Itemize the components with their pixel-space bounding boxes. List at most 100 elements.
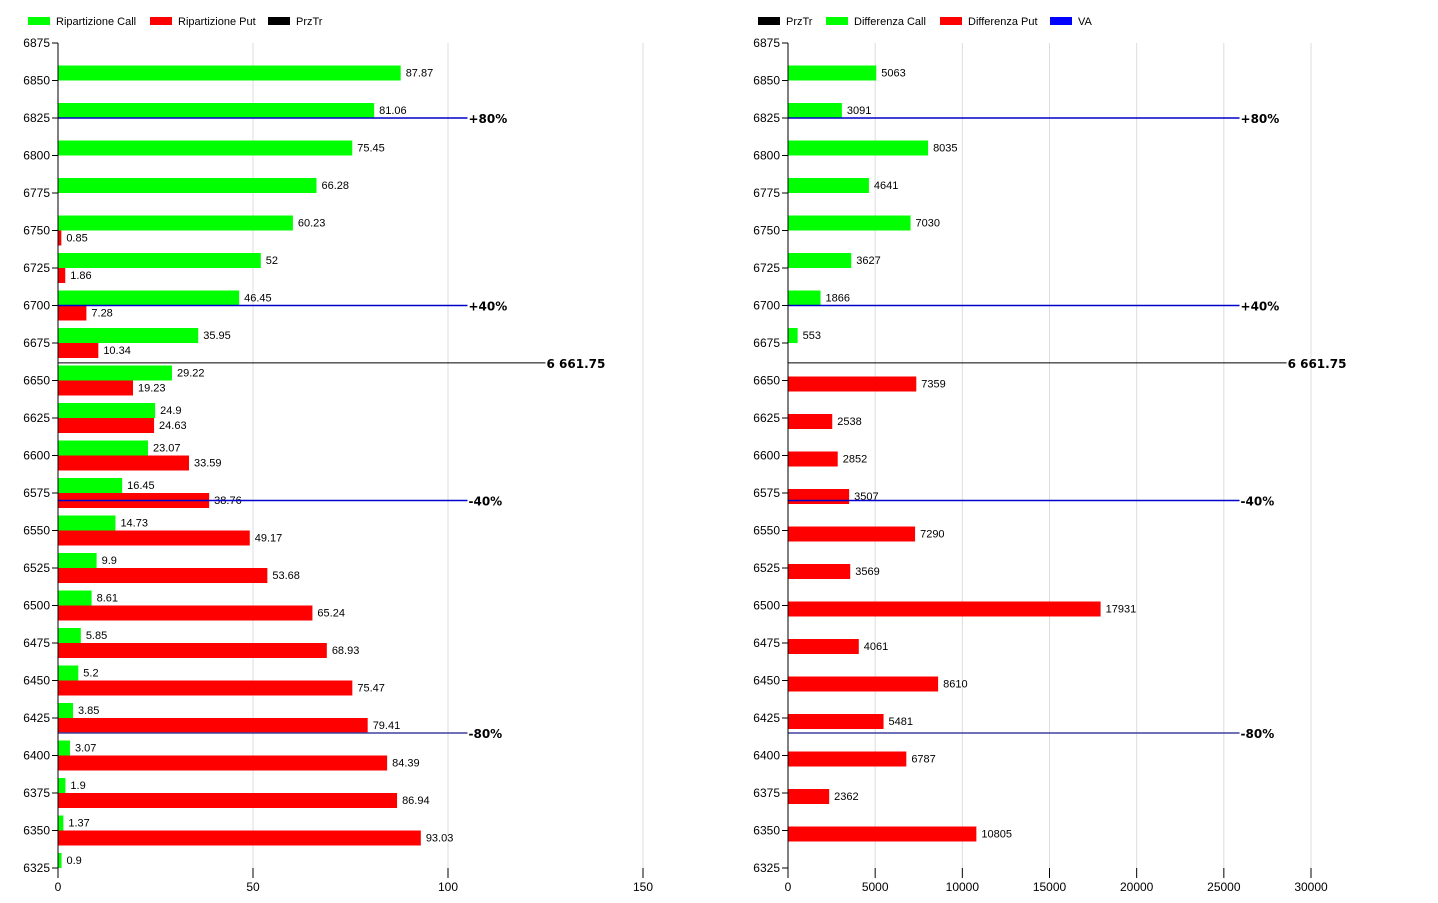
data-label: 3.85 bbox=[78, 705, 99, 717]
y-tick-label: 6825 bbox=[753, 111, 780, 125]
y-tick-label: 6325 bbox=[753, 861, 780, 875]
data-label: 3627 bbox=[856, 255, 880, 267]
data-label: 68.93 bbox=[332, 645, 360, 657]
data-label: 49.17 bbox=[255, 533, 283, 545]
y-tick-label: 6750 bbox=[23, 224, 50, 238]
data-label: 3569 bbox=[855, 566, 879, 578]
data-label: 52 bbox=[266, 255, 278, 267]
bar-ripartizione-put bbox=[58, 268, 66, 283]
y-tick-label: 6875 bbox=[753, 36, 780, 50]
y-tick-label: 6600 bbox=[753, 449, 780, 463]
data-label: 14.73 bbox=[120, 518, 148, 530]
data-label: 5063 bbox=[881, 68, 905, 80]
va-label: -80% bbox=[1241, 727, 1275, 741]
data-label: 2852 bbox=[843, 454, 867, 466]
bar-ripartizione-call bbox=[58, 403, 156, 418]
bar-ripartizione-put bbox=[58, 568, 268, 583]
y-tick-label: 6750 bbox=[753, 224, 780, 238]
bar-ripartizione-call bbox=[58, 703, 74, 718]
data-label: 1.86 bbox=[70, 270, 91, 282]
bar-ripartizione-put bbox=[58, 793, 398, 808]
y-tick-label: 6350 bbox=[753, 824, 780, 838]
bar-ripartizione-call bbox=[58, 478, 123, 493]
data-label: 7.28 bbox=[91, 308, 112, 320]
data-label: 8610 bbox=[943, 679, 967, 691]
przTr-label: 6 661.75 bbox=[547, 357, 606, 371]
bar-ripartizione-put bbox=[58, 830, 421, 846]
legend-label: Ripartizione Call bbox=[56, 16, 136, 28]
legend-swatch-2 bbox=[940, 17, 962, 25]
bar-ripartizione-put bbox=[58, 343, 99, 358]
x-tick-label: 0 bbox=[785, 880, 792, 894]
data-label: 7290 bbox=[920, 529, 944, 541]
data-label: 5481 bbox=[889, 716, 913, 728]
y-tick-label: 6450 bbox=[753, 674, 780, 688]
data-label: 19.23 bbox=[138, 383, 166, 395]
bar-differenza-call bbox=[788, 178, 869, 193]
y-tick-label: 6550 bbox=[753, 524, 780, 538]
y-tick-label: 6350 bbox=[23, 824, 50, 838]
y-tick-label: 6675 bbox=[753, 336, 780, 350]
bar-differenza-put bbox=[788, 639, 859, 654]
data-label: 93.03 bbox=[426, 833, 454, 845]
y-tick-label: 6825 bbox=[23, 111, 50, 125]
bar-ripartizione-put bbox=[58, 418, 155, 433]
bar-differenza-put bbox=[788, 751, 907, 767]
y-tick-label: 6650 bbox=[753, 374, 780, 388]
bar-ripartizione-call bbox=[58, 853, 62, 868]
x-tick-label: 25000 bbox=[1207, 880, 1241, 894]
bar-ripartizione-call bbox=[58, 778, 66, 793]
bar-ripartizione-call bbox=[58, 253, 261, 268]
data-label: 29.22 bbox=[177, 368, 205, 380]
data-label: 8035 bbox=[933, 143, 957, 155]
y-tick-label: 6475 bbox=[753, 636, 780, 650]
bar-differenza-put bbox=[788, 676, 939, 692]
x-tick-label: 15000 bbox=[1033, 880, 1067, 894]
data-label: 10805 bbox=[981, 829, 1012, 841]
y-tick-label: 6625 bbox=[753, 411, 780, 425]
data-label: 79.41 bbox=[373, 720, 401, 732]
data-label: 7030 bbox=[916, 218, 940, 230]
y-tick-label: 6425 bbox=[753, 711, 780, 725]
bar-differenza-put bbox=[788, 376, 917, 392]
data-label: 4061 bbox=[864, 641, 888, 653]
bar-differenza-put bbox=[788, 714, 884, 729]
va-label: -40% bbox=[1241, 495, 1275, 509]
data-label: 3091 bbox=[847, 105, 871, 117]
data-label: 17931 bbox=[1106, 604, 1137, 616]
data-label: 75.47 bbox=[357, 683, 385, 695]
y-tick-label: 6400 bbox=[753, 749, 780, 763]
x-tick-label: 50 bbox=[246, 880, 260, 894]
x-tick-label: 5000 bbox=[862, 880, 889, 894]
va-label: +40% bbox=[1241, 300, 1280, 314]
bar-differenza-put bbox=[788, 526, 916, 542]
legend-swatch-1 bbox=[826, 17, 848, 25]
legend-swatch-0 bbox=[28, 17, 50, 25]
y-tick-label: 6775 bbox=[23, 186, 50, 200]
y-tick-label: 6450 bbox=[23, 674, 50, 688]
bar-ripartizione-call bbox=[58, 440, 148, 456]
data-label: 75.45 bbox=[357, 143, 385, 155]
data-label: 2538 bbox=[837, 416, 861, 428]
bar-ripartizione-put bbox=[58, 305, 87, 321]
legend-swatch-3 bbox=[1050, 17, 1072, 25]
bar-differenza-put bbox=[788, 451, 838, 467]
legend-label: PrzTr bbox=[296, 16, 323, 28]
bar-ripartizione-put bbox=[58, 380, 133, 396]
data-label: 10.34 bbox=[103, 345, 131, 357]
bar-ripartizione-call bbox=[58, 290, 240, 306]
data-label: 2362 bbox=[834, 791, 858, 803]
x-tick-label: 20000 bbox=[1120, 880, 1154, 894]
data-label: 553 bbox=[803, 330, 821, 342]
bar-differenza-call bbox=[788, 140, 929, 156]
data-label: 87.87 bbox=[406, 68, 434, 80]
legend-label: VA bbox=[1078, 16, 1093, 28]
y-tick-label: 6775 bbox=[753, 186, 780, 200]
data-label: 4641 bbox=[874, 180, 898, 192]
y-tick-label: 6525 bbox=[753, 561, 780, 575]
x-tick-label: 150 bbox=[633, 880, 653, 894]
right-chart-differenza: PrzTr Differenza Call Differenza Put VA 5063… bbox=[753, 16, 1346, 894]
bar-ripartizione-put bbox=[58, 718, 368, 733]
data-label: 1866 bbox=[826, 293, 850, 305]
bar-ripartizione-call bbox=[58, 328, 199, 343]
